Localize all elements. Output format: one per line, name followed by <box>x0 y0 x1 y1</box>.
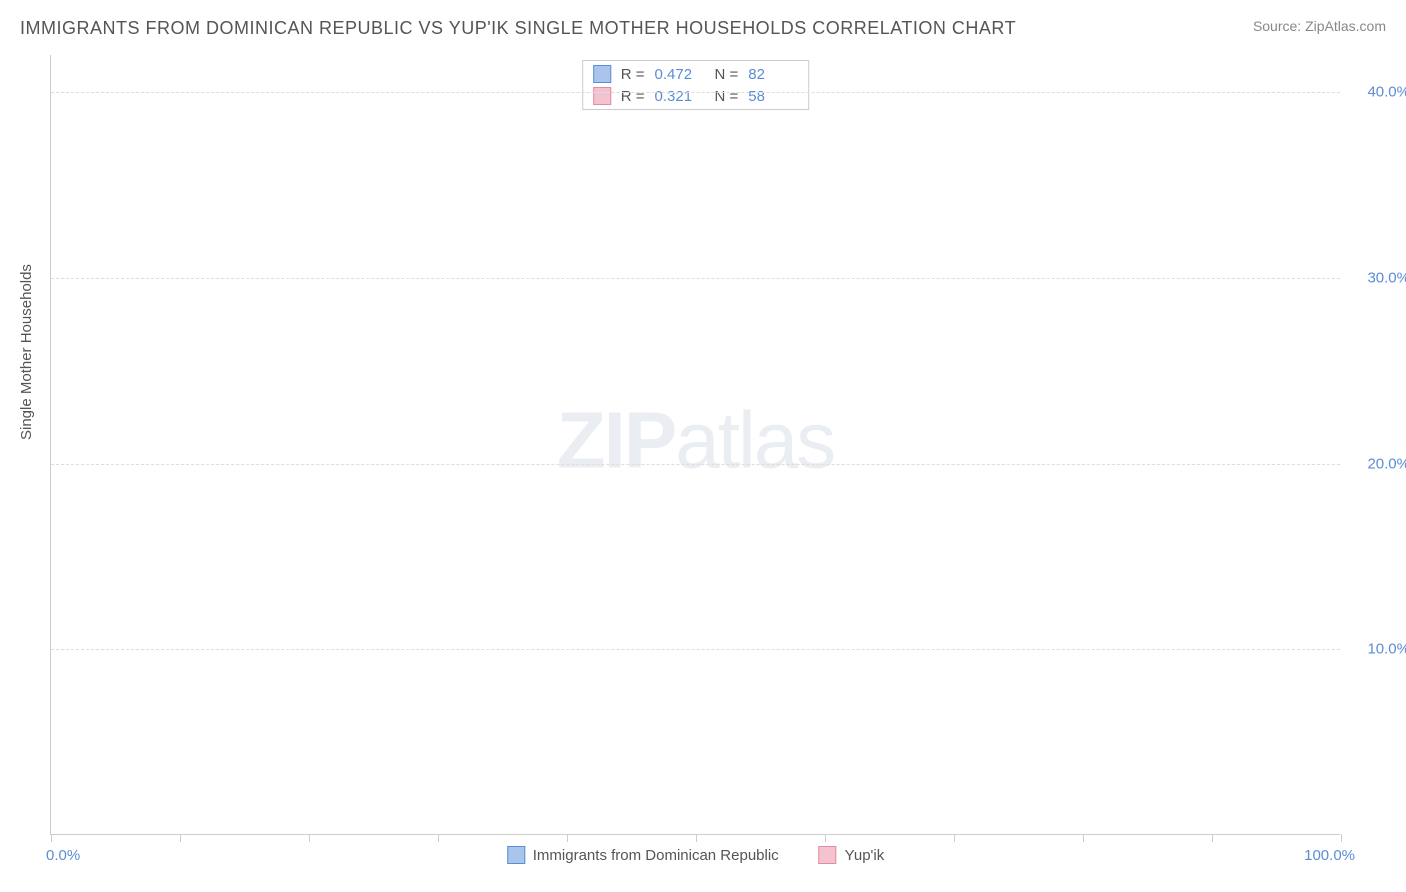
gridline <box>51 649 1340 650</box>
x-tick <box>825 834 826 842</box>
x-axis-max-label: 100.0% <box>1304 847 1355 864</box>
y-tick-label: 20.0% <box>1367 455 1406 472</box>
x-tick <box>1212 834 1213 842</box>
gridline <box>51 92 1340 93</box>
y-tick-label: 30.0% <box>1367 269 1406 286</box>
n-value-dr: 82 <box>748 66 798 83</box>
source-attribution: Source: ZipAtlas.com <box>1253 18 1386 34</box>
swatch-dr-icon <box>507 846 525 864</box>
r-value-dr: 0.472 <box>655 66 705 83</box>
gridline <box>51 278 1340 279</box>
x-tick <box>1341 834 1342 842</box>
correlation-legend: R = 0.472 N = 82 R = 0.321 N = 58 <box>582 60 810 110</box>
x-axis-min-label: 0.0% <box>46 847 80 864</box>
legend-label-yupik: Yup'ik <box>845 847 885 864</box>
x-tick <box>1083 834 1084 842</box>
swatch-yupik <box>593 87 611 105</box>
gridline <box>51 464 1340 465</box>
y-axis-label: Single Mother Households <box>18 264 35 440</box>
x-tick <box>180 834 181 842</box>
x-tick <box>438 834 439 842</box>
legend-item-dr: Immigrants from Dominican Republic <box>507 846 779 864</box>
y-tick-label: 40.0% <box>1367 84 1406 101</box>
x-tick <box>954 834 955 842</box>
legend-label-dr: Immigrants from Dominican Republic <box>533 847 779 864</box>
swatch-yupik-icon <box>819 846 837 864</box>
r-label: R = <box>621 88 645 105</box>
r-value-yupik: 0.321 <box>655 88 705 105</box>
n-label: N = <box>715 88 739 105</box>
n-value-yupik: 58 <box>748 88 798 105</box>
legend-row-yupik: R = 0.321 N = 58 <box>583 85 809 107</box>
x-tick <box>309 834 310 842</box>
scatter-svg <box>51 55 1340 834</box>
x-tick <box>567 834 568 842</box>
x-tick <box>696 834 697 842</box>
swatch-dr <box>593 65 611 83</box>
n-label: N = <box>715 66 739 83</box>
legend-row-dr: R = 0.472 N = 82 <box>583 63 809 85</box>
series-legend: Immigrants from Dominican Republic Yup'i… <box>507 846 884 864</box>
chart-title: IMMIGRANTS FROM DOMINICAN REPUBLIC VS YU… <box>20 18 1016 39</box>
x-tick <box>51 834 52 842</box>
chart-plot-area: ZIPatlas R = 0.472 N = 82 R = 0.321 N = … <box>50 55 1340 835</box>
legend-item-yupik: Yup'ik <box>819 846 885 864</box>
y-tick-label: 10.0% <box>1367 641 1406 658</box>
r-label: R = <box>621 66 645 83</box>
